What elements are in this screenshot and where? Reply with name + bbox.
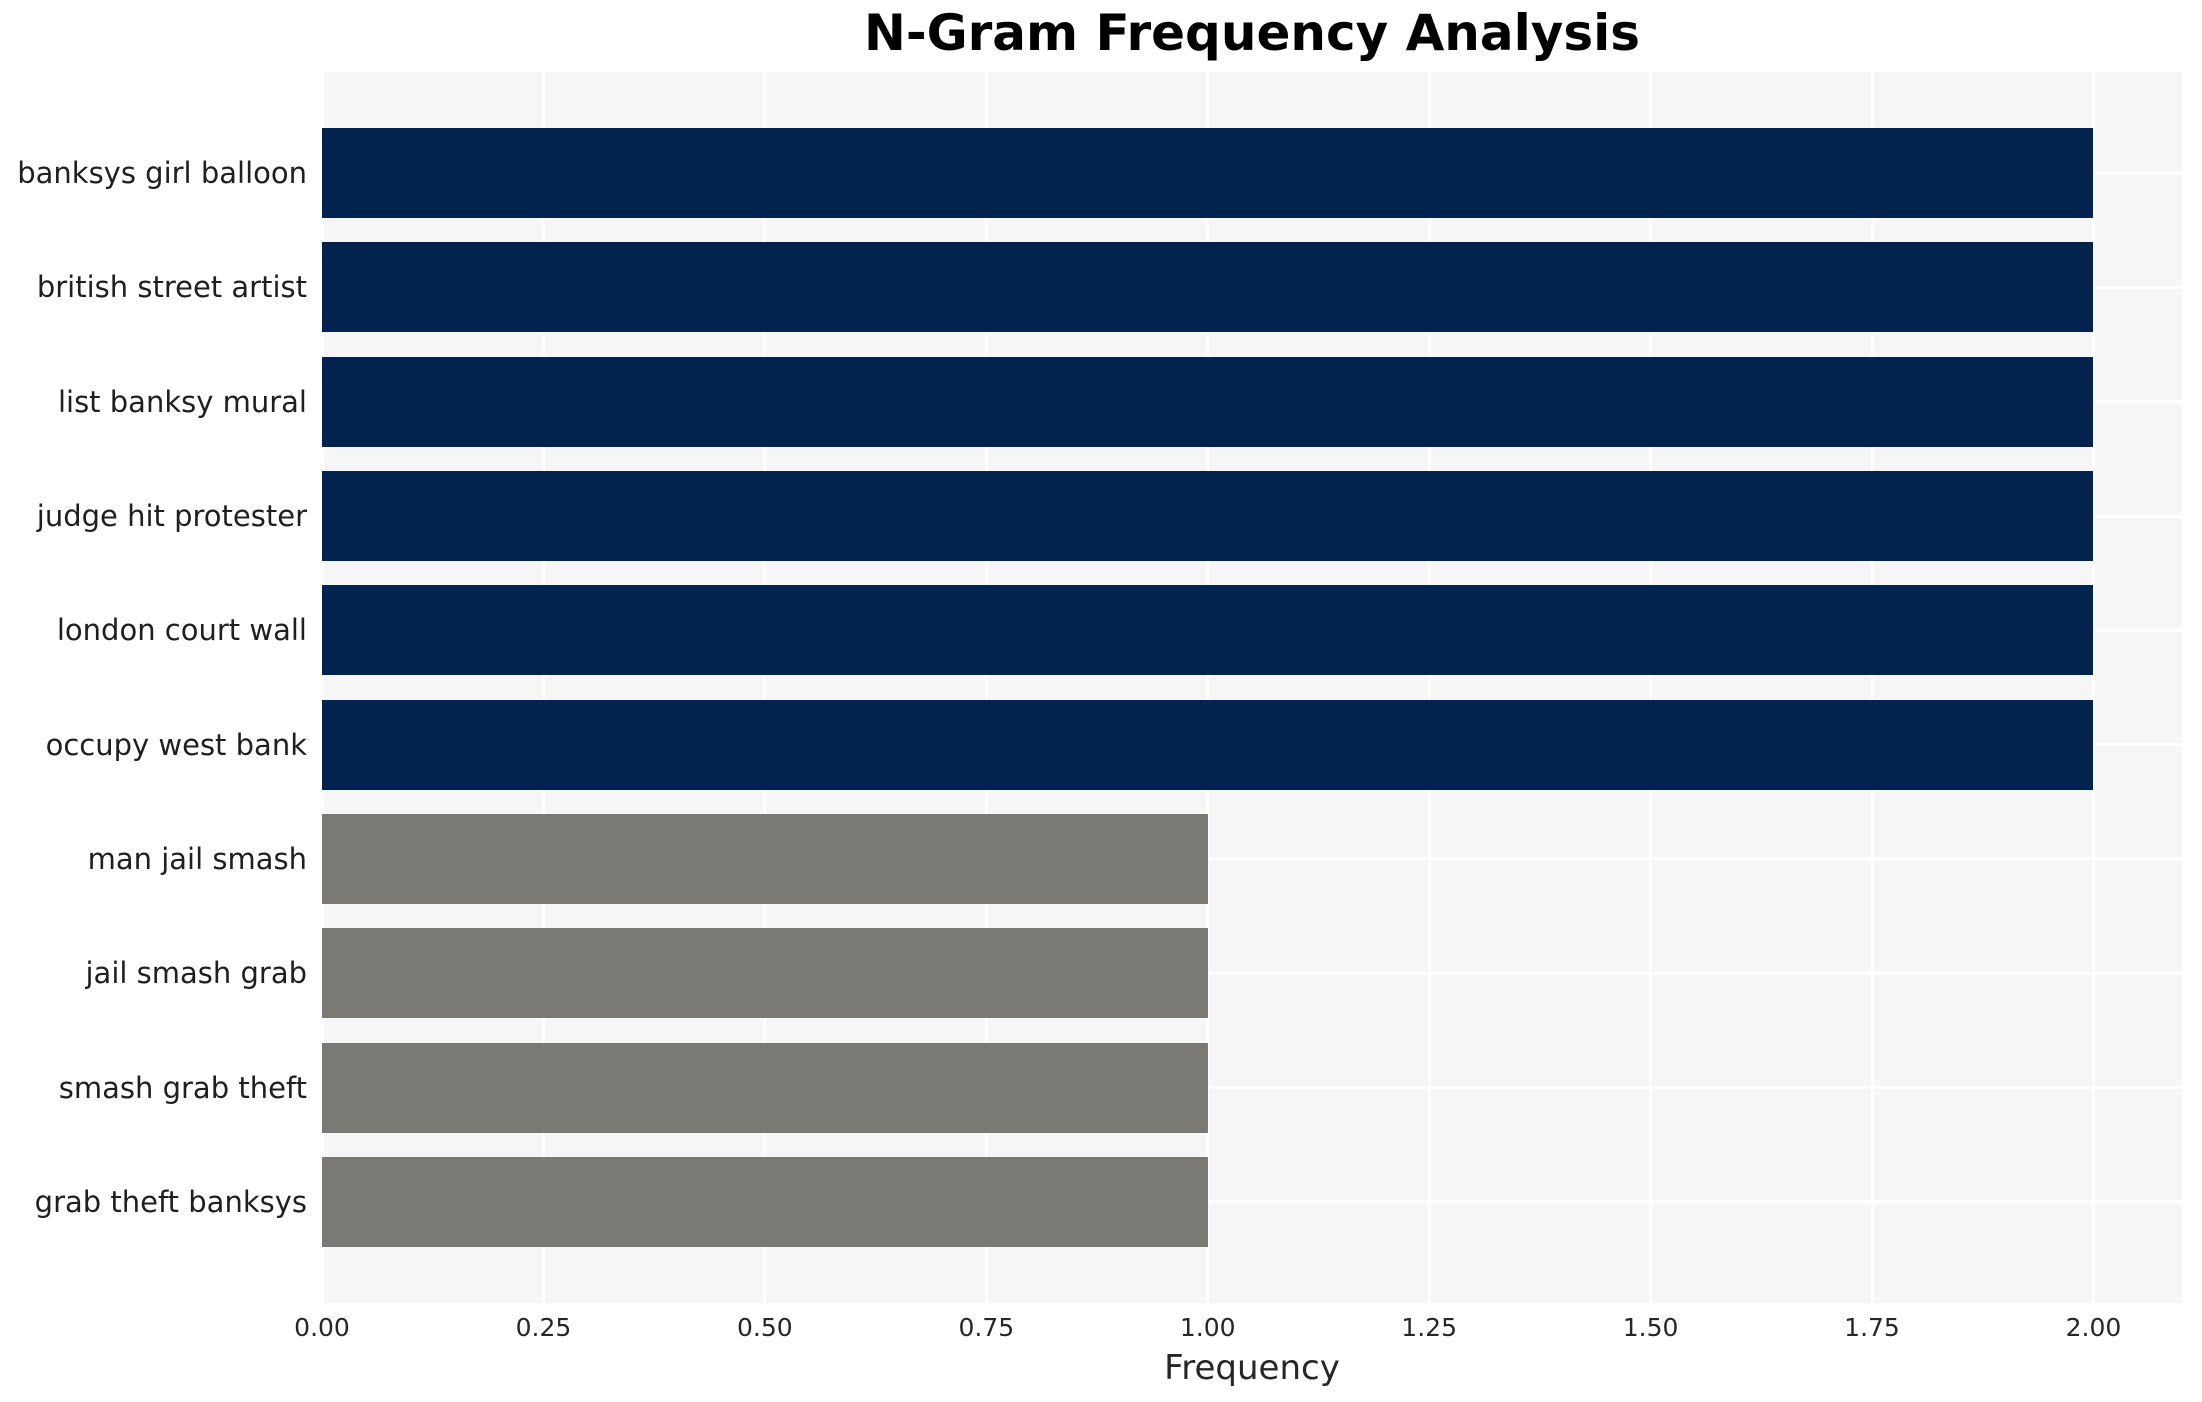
bar bbox=[322, 585, 2094, 676]
bar bbox=[322, 128, 2094, 219]
gridline-vertical bbox=[984, 72, 988, 1303]
y-tick-label: banksys girl balloon bbox=[17, 156, 307, 191]
gridline-vertical bbox=[1649, 72, 1653, 1303]
gridline-horizontal bbox=[322, 1086, 2182, 1090]
y-tick-label: man jail smash bbox=[87, 841, 307, 876]
gridline-horizontal bbox=[322, 971, 2182, 975]
gridline-vertical bbox=[320, 72, 324, 1303]
gridline-horizontal bbox=[322, 857, 2182, 861]
x-tick-label: 0.25 bbox=[515, 1313, 572, 1342]
gridline-vertical bbox=[541, 72, 545, 1303]
x-tick-label: 2.00 bbox=[2065, 1313, 2122, 1342]
gridline-vertical bbox=[1427, 72, 1431, 1303]
x-tick-label: 0.75 bbox=[958, 1313, 1015, 1342]
gridline-horizontal bbox=[322, 1200, 2182, 1204]
x-tick-label: 1.00 bbox=[1179, 1313, 1236, 1342]
x-tick-label: 0.00 bbox=[294, 1313, 350, 1342]
y-tick-label: grab theft banksys bbox=[34, 1184, 307, 1219]
gridline-vertical bbox=[1870, 72, 1874, 1303]
y-tick-label: list banksy mural bbox=[57, 384, 307, 419]
bar bbox=[322, 242, 2094, 333]
bar bbox=[322, 1156, 1208, 1247]
gridline-vertical bbox=[763, 72, 767, 1303]
x-tick-label: 1.75 bbox=[1844, 1313, 1900, 1342]
x-tick-label: 1.50 bbox=[1622, 1313, 1679, 1342]
plot-area bbox=[320, 72, 2182, 1303]
gridline-vertical bbox=[1206, 72, 1210, 1303]
x-tick-label: 0.50 bbox=[737, 1313, 793, 1342]
y-tick-label: judge hit protester bbox=[36, 499, 307, 534]
bar bbox=[322, 1042, 1208, 1133]
x-tick-label: 1.25 bbox=[1401, 1313, 1457, 1342]
bar bbox=[322, 356, 2094, 447]
gridline-vertical bbox=[2091, 72, 2095, 1303]
chart-title: N-Gram Frequency Analysis bbox=[863, 4, 1641, 62]
y-tick-label: london court wall bbox=[56, 613, 307, 648]
bar bbox=[322, 471, 2094, 562]
bar bbox=[322, 699, 2094, 790]
bar bbox=[322, 813, 1208, 904]
y-tick-label: smash grab theft bbox=[58, 1070, 307, 1105]
y-tick-label: occupy west bank bbox=[45, 727, 307, 762]
y-tick-label: british street artist bbox=[36, 270, 307, 305]
y-tick-label: jail smash grab bbox=[85, 956, 307, 991]
x-axis-label: Frequency bbox=[1164, 1348, 1340, 1388]
bar bbox=[322, 928, 1208, 1019]
